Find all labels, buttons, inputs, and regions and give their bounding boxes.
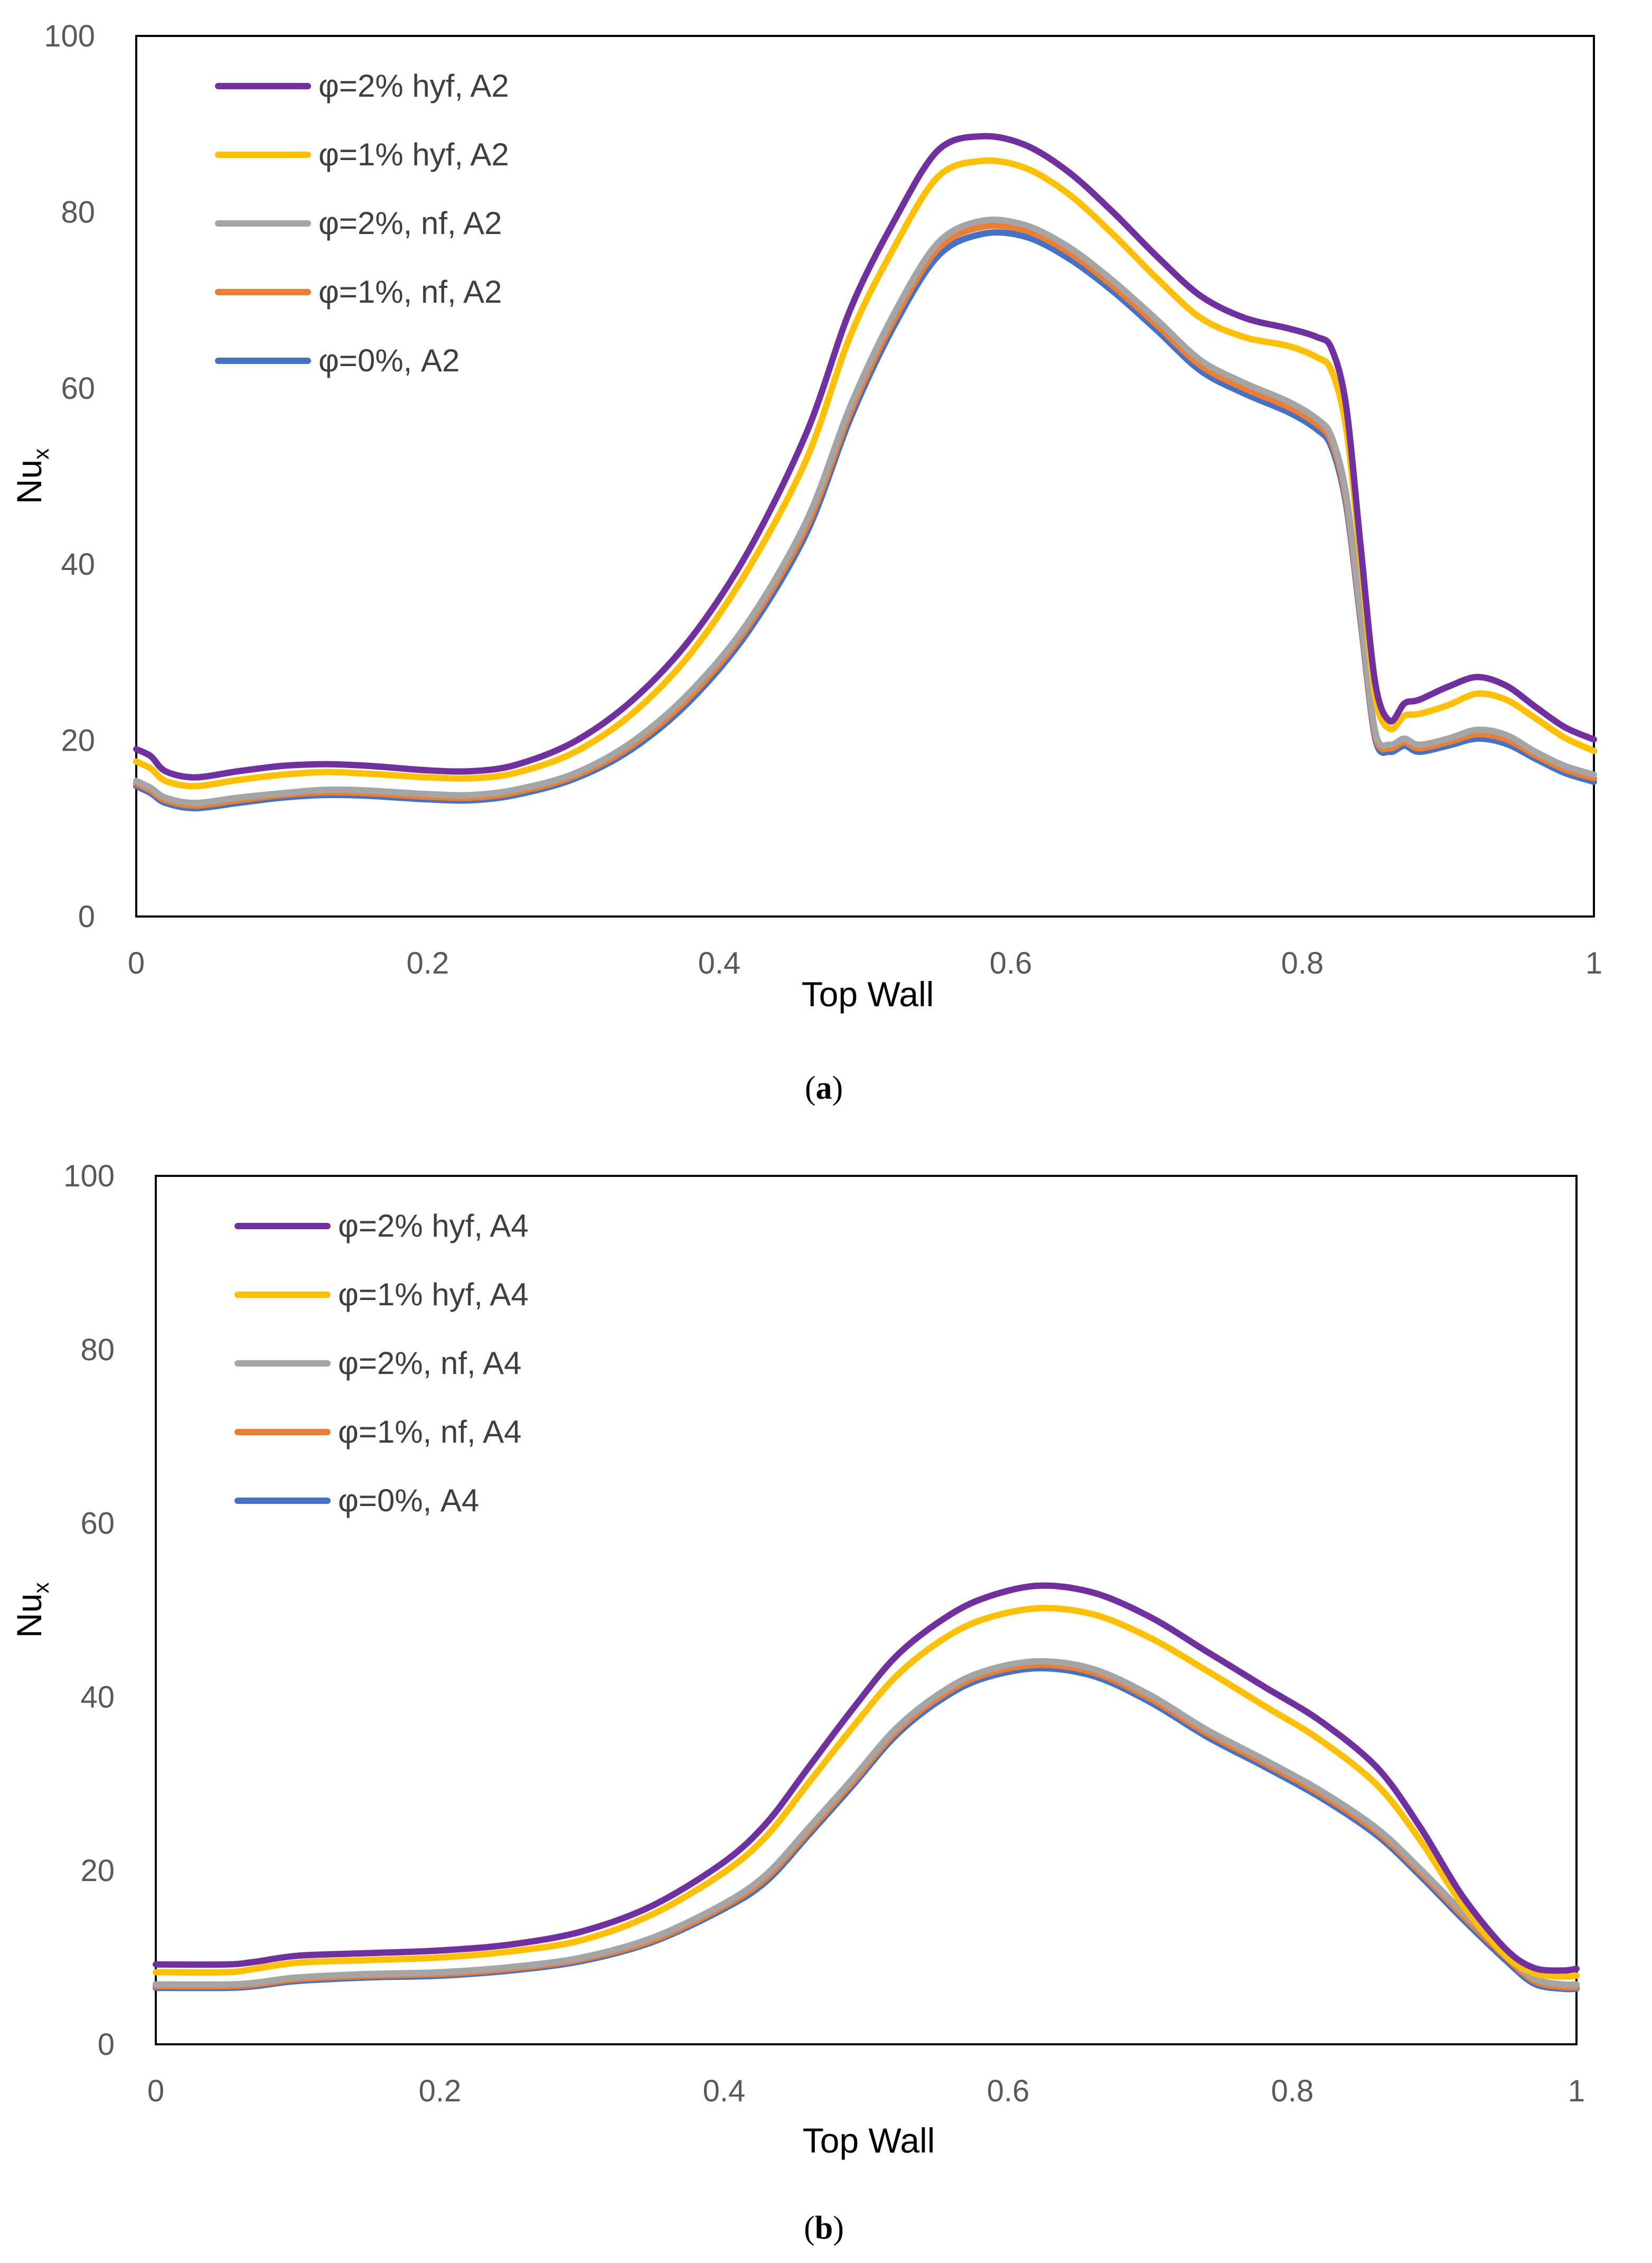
x-axis-title: Top Wall (803, 2121, 935, 2160)
y-axis-title-main: Nu (10, 1593, 49, 1638)
y-tick-label: 0 (98, 2027, 115, 2062)
legend-label: φ=0%, A2 (318, 343, 459, 378)
x-tick-label: 0.6 (990, 946, 1032, 980)
x-tick-label: 0.8 (1281, 946, 1324, 980)
x-tick-label: 0.6 (987, 2074, 1030, 2108)
series-line (133, 157, 1597, 790)
legend-label: φ=1% hyf, A4 (338, 1277, 529, 1312)
y-axis-title: Nux (10, 1582, 53, 1638)
x-tick-label: 1 (1568, 2074, 1585, 2108)
y-tick-label: 100 (44, 19, 95, 53)
x-axis-title: Top Wall (802, 975, 934, 1014)
series-line (153, 1605, 1580, 1980)
chart-panel-a: 0 20 40 60 80 100 0 0.2 0.4 0.6 0.8 1 Top Wall Nux φ=2… (10, 19, 1602, 1106)
x-tick-label: 0 (147, 2074, 164, 2108)
legend-label: φ=1%, nf, A4 (338, 1414, 521, 1450)
legend-label: φ=0%, A4 (338, 1483, 479, 1518)
y-tick-label: 0 (78, 900, 95, 934)
panel-caption: (a) (805, 1070, 843, 1106)
legend-label: φ=1%, nf, A2 (318, 274, 502, 310)
x-tick-label: 0.2 (419, 2074, 462, 2108)
y-tick-label: 40 (61, 547, 95, 582)
series-line (153, 1582, 1580, 1974)
y-tick-label: 60 (61, 371, 95, 406)
x-tick-label: 0.4 (698, 946, 741, 980)
caption-letter: a (816, 1070, 832, 1106)
x-tick-label: 0.4 (703, 2074, 746, 2108)
x-tick-label: 0.8 (1271, 2074, 1314, 2108)
y-tick-label: 60 (80, 1507, 115, 1541)
plot-area (155, 1175, 1578, 2045)
caption-open: ( (805, 1070, 816, 1106)
y-tick-label: 80 (80, 1333, 115, 1367)
y-axis-title-main: Nu (10, 460, 49, 504)
y-axis-title-subscript: x (29, 1582, 53, 1593)
series-line (133, 133, 1597, 781)
y-axis-title: Nux (10, 448, 53, 504)
x-tick-label: 0.2 (407, 946, 449, 980)
series-line (133, 217, 1597, 806)
chart-panel-b: 0 20 40 60 80 100 0 0.2 0.4 0.6 0.8 1 Top Wall Nux φ=2… (10, 1159, 1585, 2246)
y-tick-label: 20 (61, 724, 95, 758)
y-tick-label: 20 (80, 1854, 115, 1888)
panel-caption: (b) (804, 2210, 844, 2246)
legend-label: φ=2% hyf, A4 (338, 1208, 529, 1243)
legend-label: φ=2% hyf, A2 (318, 68, 509, 104)
x-tick-label: 1 (1585, 946, 1602, 980)
legend-label: φ=2%, nf, A2 (318, 205, 502, 241)
x-tick-label: 0 (128, 946, 145, 980)
caption-open: ( (804, 2210, 815, 2246)
y-tick-label: 40 (80, 1680, 115, 1714)
caption-close: ) (832, 1070, 843, 1106)
y-tick-label: 100 (63, 1159, 115, 1193)
legend-label: φ=2%, nf, A4 (338, 1345, 521, 1381)
caption-letter: b (815, 2210, 833, 2246)
series-line (153, 1658, 1580, 1988)
y-axis-title-subscript: x (29, 448, 53, 460)
y-tick-label: 80 (61, 195, 95, 229)
legend-label: φ=1% hyf, A2 (318, 137, 509, 172)
caption-close: ) (833, 2210, 844, 2246)
